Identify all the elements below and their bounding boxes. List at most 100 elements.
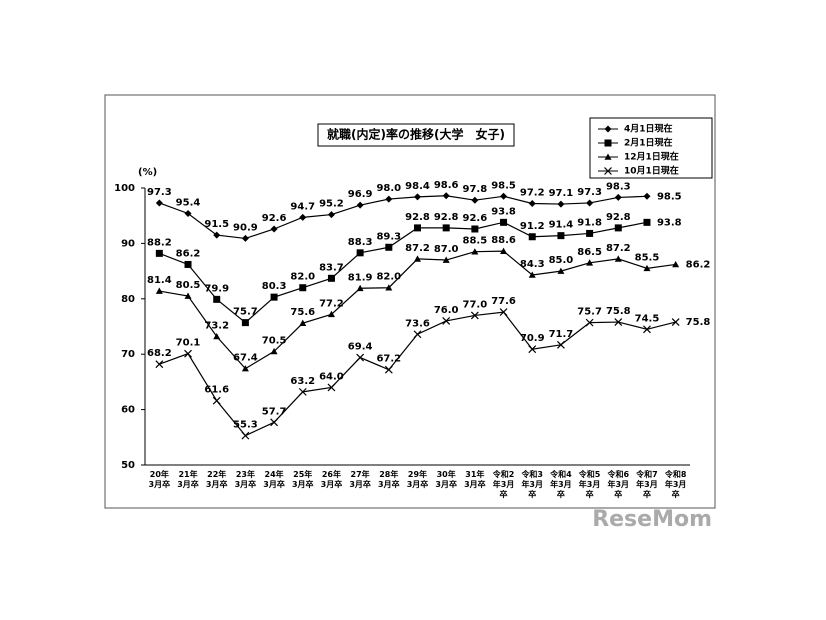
marker	[604, 153, 612, 160]
data-label: 80.3	[262, 281, 287, 292]
marker	[327, 383, 336, 392]
data-label: 57.7	[262, 406, 287, 417]
marker	[241, 319, 249, 327]
y-tick-label: 70	[121, 349, 135, 360]
marker	[184, 260, 192, 268]
marker	[672, 260, 680, 268]
data-label: 87.0	[434, 244, 459, 255]
marker	[586, 259, 594, 266]
data-label: 74.5	[635, 313, 660, 324]
legend-label: 4月1日現在	[624, 123, 673, 135]
data-label: 75.7	[577, 307, 602, 318]
x-tick-label: 24年3月卒	[263, 470, 285, 489]
data-label: 86.2	[176, 248, 201, 259]
data-label: 86.5	[577, 247, 602, 258]
marker	[643, 264, 651, 272]
data-label: 91.4	[549, 220, 574, 231]
data-label: 80.5	[176, 280, 201, 291]
data-label: 93.8	[657, 217, 682, 228]
marker	[671, 318, 680, 326]
data-label: 91.2	[520, 221, 545, 232]
y-tick-label: 60	[121, 405, 135, 416]
x-tick-label: 23年3月卒	[234, 470, 257, 489]
x-tick-label: 令和6年3月卒	[607, 470, 630, 499]
x-tick-label: 21年3月卒	[177, 470, 199, 489]
data-label: 96.9	[348, 189, 373, 200]
marker	[586, 199, 594, 207]
x-tick-label: 26年3月卒	[320, 470, 343, 489]
data-label: 98.0	[376, 183, 401, 194]
data-label: 77.6	[491, 296, 516, 307]
x-tick-label: 22年3月卒	[205, 470, 228, 489]
marker	[500, 192, 508, 200]
data-label: 97.1	[549, 188, 574, 199]
marker	[384, 365, 393, 374]
data-label: 61.6	[204, 385, 229, 396]
marker	[213, 231, 221, 239]
data-label: 88.3	[348, 237, 373, 248]
marker	[614, 318, 623, 326]
title-box	[317, 123, 515, 147]
marker	[557, 267, 565, 274]
marker	[184, 349, 192, 358]
data-label: 71.7	[549, 329, 574, 340]
marker	[528, 345, 537, 354]
x-tick-label: 令和5年3月卒	[578, 470, 601, 499]
y-unit: (%)	[138, 167, 157, 178]
data-label: 67.2	[376, 354, 401, 365]
x-tick-label: 20年3月卒	[148, 470, 171, 489]
data-label: 88.6	[491, 235, 516, 246]
marker	[155, 287, 163, 294]
data-label: 92.6	[262, 213, 287, 224]
data-label: 88.5	[463, 236, 488, 247]
x-tick-label: 令和2年3月卒	[492, 470, 515, 499]
data-label: 97.3	[577, 187, 602, 198]
data-label: 75.8	[686, 317, 711, 328]
marker	[470, 311, 479, 320]
data-label: 73.6	[405, 318, 430, 329]
data-label: 92.8	[405, 212, 430, 223]
x-tick-label: 令和8年3月卒	[664, 470, 687, 499]
data-label: 94.7	[290, 201, 315, 212]
data-label: 68.2	[147, 348, 172, 359]
marker	[586, 229, 594, 237]
marker	[614, 193, 622, 201]
series-line	[159, 221, 648, 324]
marker	[585, 318, 594, 327]
x-tick-label: 令和3年3月卒	[521, 470, 544, 499]
marker	[556, 340, 565, 349]
x-tick-label: 令和7年3月卒	[636, 470, 658, 499]
marker	[155, 199, 163, 207]
series-line	[159, 195, 647, 240]
marker	[212, 396, 221, 405]
marker	[442, 256, 450, 263]
data-label: 88.2	[147, 237, 172, 248]
marker	[528, 271, 536, 278]
legend-label: 12月1日現在	[624, 151, 679, 163]
data-label: 69.4	[348, 342, 373, 353]
marker	[604, 139, 612, 147]
marker	[557, 232, 565, 240]
y-tick-label: 80	[121, 294, 135, 305]
data-label: 79.9	[204, 283, 229, 294]
data-label: 75.6	[290, 307, 315, 318]
data-label: 84.3	[520, 259, 545, 270]
marker	[528, 233, 536, 241]
data-label: 91.5	[204, 219, 229, 230]
marker	[442, 224, 450, 232]
marker	[414, 255, 421, 262]
legend-label: 2月1日現在	[624, 137, 673, 149]
marker	[614, 255, 622, 262]
data-label: 92.8	[606, 212, 631, 223]
marker	[499, 308, 508, 317]
marker	[471, 196, 479, 204]
data-label: 85.5	[635, 252, 660, 263]
series-line	[159, 311, 676, 437]
marker	[442, 317, 451, 325]
marker	[413, 330, 422, 339]
marker	[184, 292, 192, 299]
data-label: 82.0	[376, 272, 401, 283]
y-tick-label: 90	[121, 238, 135, 249]
data-label: 98.3	[606, 181, 631, 192]
marker	[614, 224, 622, 232]
